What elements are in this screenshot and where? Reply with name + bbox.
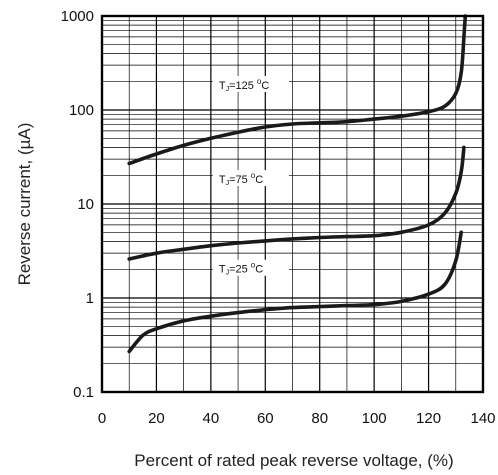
series-line [127,230,463,354]
y-tick-label: 100 [69,102,94,119]
y-tick-label: 10 [77,196,94,213]
x-tick-label: 60 [257,410,274,427]
grid [102,16,483,393]
x-tick-label: 80 [311,410,328,427]
y-axis-ticks: 0.1 1 10 100 1000 [61,8,94,401]
x-tick-label: 0 [98,410,106,427]
x-axis-title: Percent of rated peak reverse voltage, (… [134,451,453,470]
y-tick-label: 1 [86,290,94,307]
series-line [127,145,466,261]
x-tick-label: 20 [148,410,165,427]
series-layer [127,14,468,354]
curve-labels: TJ=125 oC TJ=75 oC TJ=25 oC [212,76,289,277]
x-tick-label: 100 [362,410,387,427]
curve-label-bg [212,170,289,187]
x-axis-ticks: 0 20 40 60 80 100 120 140 [98,410,496,427]
y-axis-title: Reverse current, (µA) [15,123,34,286]
curve-label-bg [212,259,289,276]
x-tick-label: 40 [203,410,220,427]
plot-frame [100,14,485,394]
y-tick-label: 0.1 [73,384,94,401]
curve-label: TJ=75 oC [219,171,263,187]
y-tick-label: 1000 [61,8,94,25]
curve-label: TJ=125 oC [219,77,270,93]
x-tick-label: 120 [416,410,441,427]
series-line [127,14,468,166]
curve-label: TJ=25 oC [219,261,263,277]
curve-label-bg [212,76,289,93]
x-tick-label: 140 [470,410,495,427]
